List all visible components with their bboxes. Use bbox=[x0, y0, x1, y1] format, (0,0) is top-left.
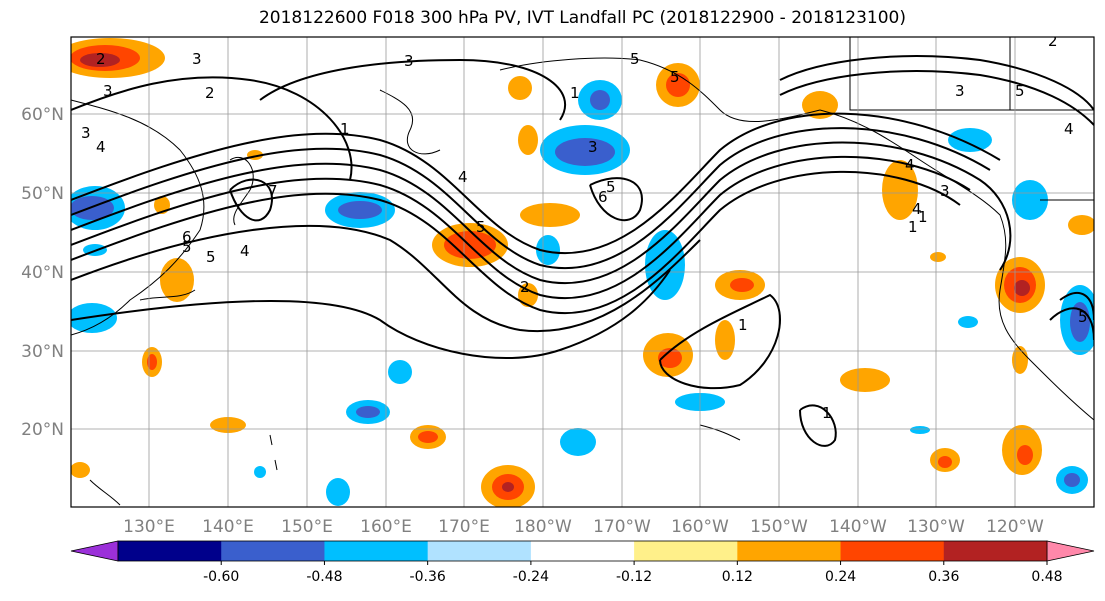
lon-label: 130°E bbox=[123, 517, 175, 537]
map-border bbox=[70, 36, 1095, 508]
svg-text:5: 5 bbox=[606, 178, 616, 196]
svg-text:1: 1 bbox=[822, 404, 832, 422]
svg-text:5: 5 bbox=[1078, 308, 1088, 326]
lon-label: 150°E bbox=[281, 517, 333, 537]
colorbar-segment bbox=[737, 541, 842, 561]
lon-label: 180°W bbox=[514, 517, 572, 537]
pv-contours bbox=[71, 55, 1094, 447]
lat-label: 30°N bbox=[21, 342, 64, 362]
lat-label: 40°N bbox=[21, 263, 64, 283]
colorbar-tick-label: 0.12 bbox=[722, 569, 753, 585]
svg-text:2: 2 bbox=[205, 84, 215, 102]
lat-label: 60°N bbox=[21, 105, 64, 125]
colorbar-border bbox=[117, 540, 1048, 562]
svg-text:1: 1 bbox=[340, 120, 350, 138]
lon-label: 170°W bbox=[593, 517, 651, 537]
svg-text:2: 2 bbox=[710, 2, 720, 20]
colorbar-tick-label: -0.60 bbox=[203, 569, 239, 585]
latitude-labels: 60°N 50°N 40°N 30°N 20°N bbox=[21, 105, 64, 440]
svg-text:3: 3 bbox=[940, 182, 950, 200]
svg-text:3: 3 bbox=[955, 82, 965, 100]
svg-text:1: 1 bbox=[908, 218, 918, 236]
colorbar-tick-label: -0.36 bbox=[410, 569, 446, 585]
svg-text:5: 5 bbox=[206, 248, 216, 266]
lon-label: 140°W bbox=[829, 517, 887, 537]
positive-anomaly-shading bbox=[71, 38, 1094, 507]
colorbar-tick-label: 0.48 bbox=[1031, 569, 1062, 585]
svg-text:4: 4 bbox=[458, 168, 468, 186]
colorbar-segment bbox=[634, 541, 738, 561]
lon-label: 170°E bbox=[438, 517, 490, 537]
negative-anomaly-shading bbox=[71, 80, 1094, 506]
svg-text:5: 5 bbox=[476, 218, 486, 236]
svg-text:3: 3 bbox=[588, 138, 598, 156]
colorbar-extend-right bbox=[1046, 540, 1095, 562]
svg-text:7: 7 bbox=[268, 182, 278, 200]
svg-text:3: 3 bbox=[404, 52, 414, 70]
svg-text:3: 3 bbox=[103, 82, 113, 100]
lon-label: 140°E bbox=[202, 517, 254, 537]
lon-label: 120°W bbox=[986, 517, 1044, 537]
svg-text:2: 2 bbox=[96, 50, 106, 68]
svg-text:2: 2 bbox=[1048, 32, 1058, 50]
svg-text:4: 4 bbox=[96, 138, 106, 156]
colorbar-tick-label: -0.12 bbox=[616, 569, 652, 585]
colorbar-segment bbox=[840, 541, 945, 561]
colorbar-segment bbox=[427, 541, 532, 561]
colorbar-segment bbox=[530, 541, 635, 561]
lat-label: 50°N bbox=[21, 184, 64, 204]
colorbar-extend-left bbox=[70, 540, 119, 562]
svg-text:3: 3 bbox=[192, 50, 202, 68]
colorbar-tick-label: -0.48 bbox=[306, 569, 342, 585]
svg-text:6: 6 bbox=[182, 228, 192, 246]
graticule bbox=[71, 37, 1094, 507]
colorbar-segment bbox=[221, 541, 325, 561]
lon-label: 160°E bbox=[360, 517, 412, 537]
svg-text:4: 4 bbox=[1064, 120, 1074, 138]
svg-text:3: 3 bbox=[81, 124, 91, 142]
colorbar-segment bbox=[943, 541, 1048, 561]
lon-label: 150°W bbox=[750, 517, 808, 537]
colorbar: -0.60 -0.48 -0.36 -0.24 -0.12 0.12 0.24 0.36 0.4… bbox=[70, 540, 1095, 585]
svg-text:5: 5 bbox=[1015, 82, 1025, 100]
svg-text:1: 1 bbox=[738, 316, 748, 334]
svg-text:4: 4 bbox=[912, 200, 922, 218]
colorbar-segment bbox=[118, 541, 222, 561]
colorbar-tick-label: 0.24 bbox=[825, 569, 856, 585]
svg-text:1: 1 bbox=[918, 208, 928, 226]
longitude-labels: 130°E 140°E 150°E 160°E 170°E 180°W 170°… bbox=[123, 517, 1044, 537]
colorbar-tick-label: -0.24 bbox=[513, 569, 549, 585]
colorbar-tick-label: 0.36 bbox=[928, 569, 959, 585]
svg-text:5: 5 bbox=[630, 50, 640, 68]
lon-label: 160°W bbox=[671, 517, 729, 537]
contour-labels: 2 3 3 2 3 3 4 5 1 4 5 7 6 5 4 5 2 6 5 1 … bbox=[81, 2, 1088, 422]
svg-text:1: 1 bbox=[570, 84, 580, 102]
lon-label: 130°W bbox=[907, 517, 965, 537]
lat-label: 20°N bbox=[21, 420, 64, 440]
colorbar-segment bbox=[324, 541, 429, 561]
map-title: 2018122600 F018 300 hPa PV, IVT Landfall… bbox=[258, 8, 906, 28]
svg-text:5: 5 bbox=[670, 68, 680, 86]
svg-text:4: 4 bbox=[905, 156, 915, 174]
svg-text:4: 4 bbox=[240, 242, 250, 260]
svg-text:5: 5 bbox=[182, 238, 192, 256]
svg-text:2: 2 bbox=[520, 278, 530, 296]
svg-text:6: 6 bbox=[598, 188, 608, 206]
